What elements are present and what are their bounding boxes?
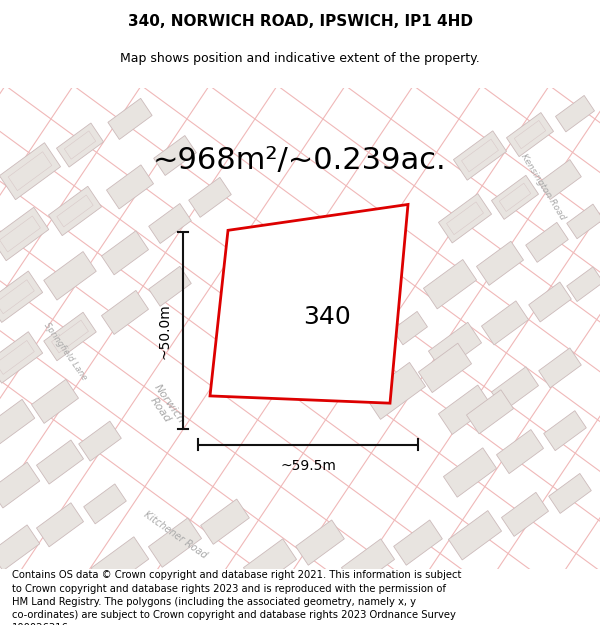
Polygon shape xyxy=(549,474,591,513)
Polygon shape xyxy=(296,520,344,565)
Polygon shape xyxy=(101,291,149,334)
Text: Norwich
Road: Norwich Road xyxy=(143,382,187,431)
Polygon shape xyxy=(154,136,196,176)
Polygon shape xyxy=(79,421,121,461)
Polygon shape xyxy=(0,208,49,261)
Polygon shape xyxy=(189,177,231,217)
Polygon shape xyxy=(330,248,380,294)
Polygon shape xyxy=(148,518,202,568)
Polygon shape xyxy=(0,332,43,383)
Polygon shape xyxy=(476,241,524,285)
Polygon shape xyxy=(149,204,191,244)
Polygon shape xyxy=(0,525,40,571)
Polygon shape xyxy=(567,267,600,301)
Polygon shape xyxy=(44,312,96,361)
Text: Contains OS data © Crown copyright and database right 2021. This information is : Contains OS data © Crown copyright and d… xyxy=(12,571,461,625)
Polygon shape xyxy=(439,194,491,243)
Polygon shape xyxy=(108,98,152,139)
Polygon shape xyxy=(506,112,554,157)
Polygon shape xyxy=(496,429,544,474)
Polygon shape xyxy=(481,301,529,345)
Polygon shape xyxy=(394,520,442,565)
Text: 340: 340 xyxy=(303,305,351,329)
Polygon shape xyxy=(210,204,408,403)
Polygon shape xyxy=(49,186,101,236)
Polygon shape xyxy=(443,448,497,497)
Text: 340, NORWICH ROAD, IPSWICH, IP1 4HD: 340, NORWICH ROAD, IPSWICH, IP1 4HD xyxy=(128,14,473,29)
Polygon shape xyxy=(0,399,35,445)
Polygon shape xyxy=(392,311,427,345)
Polygon shape xyxy=(31,379,79,423)
Polygon shape xyxy=(341,539,395,588)
Text: ~50.0m: ~50.0m xyxy=(158,303,172,359)
Polygon shape xyxy=(418,343,472,392)
Polygon shape xyxy=(0,271,43,322)
Text: Springfield Lane: Springfield Lane xyxy=(42,321,88,382)
Text: Map shows position and indicative extent of the property.: Map shows position and indicative extent… xyxy=(120,52,480,65)
Polygon shape xyxy=(428,322,482,372)
Polygon shape xyxy=(44,251,96,300)
Polygon shape xyxy=(101,231,149,275)
Polygon shape xyxy=(91,537,149,590)
Polygon shape xyxy=(502,492,548,536)
Polygon shape xyxy=(448,511,502,560)
Polygon shape xyxy=(424,259,476,309)
Polygon shape xyxy=(0,462,40,508)
Polygon shape xyxy=(539,348,581,388)
Polygon shape xyxy=(529,282,571,322)
Polygon shape xyxy=(0,142,61,200)
Polygon shape xyxy=(364,362,425,419)
Text: ~59.5m: ~59.5m xyxy=(280,459,336,473)
Polygon shape xyxy=(439,385,491,434)
Polygon shape xyxy=(244,539,296,588)
Polygon shape xyxy=(200,499,250,544)
Text: Kensington Road: Kensington Road xyxy=(519,152,567,221)
Polygon shape xyxy=(539,159,581,199)
Polygon shape xyxy=(491,176,539,219)
Polygon shape xyxy=(544,411,586,451)
Polygon shape xyxy=(84,484,126,524)
Text: Kitchener Road: Kitchener Road xyxy=(142,510,208,561)
Polygon shape xyxy=(567,204,600,239)
Polygon shape xyxy=(106,165,154,209)
Polygon shape xyxy=(149,266,191,306)
Text: ~968m²/~0.239ac.: ~968m²/~0.239ac. xyxy=(153,146,447,175)
Polygon shape xyxy=(556,96,595,132)
Polygon shape xyxy=(466,390,514,434)
Polygon shape xyxy=(37,503,83,547)
Polygon shape xyxy=(526,222,568,262)
Polygon shape xyxy=(454,131,506,180)
Polygon shape xyxy=(56,123,104,167)
Polygon shape xyxy=(37,440,83,484)
Polygon shape xyxy=(491,367,539,411)
